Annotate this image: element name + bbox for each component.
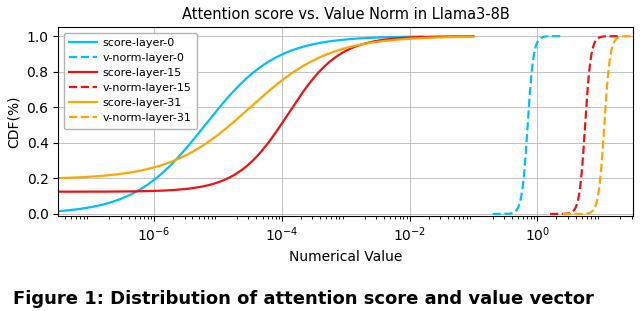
- v-norm-layer-0: [531, 47, 539, 50]
- v-norm-layer-31: [559, 212, 566, 216]
- v-norm-layer-15: [546, 212, 554, 216]
- v-norm-layer-0: [549, 34, 557, 38]
- score-layer-31: [470, 35, 477, 39]
- v-norm-layer-31: [605, 61, 613, 65]
- v-norm-layer-0: [534, 40, 541, 44]
- Title: Attention score vs. Value Norm in Llama3-8B: Attention score vs. Value Norm in Llama3…: [182, 7, 509, 22]
- score-layer-15: [403, 36, 411, 39]
- v-norm-layer-31: [608, 48, 616, 51]
- Line: v-norm-layer-0: v-norm-layer-0: [493, 36, 563, 214]
- score-layer-0: [263, 61, 271, 64]
- score-layer-31: [269, 86, 276, 90]
- Line: score-layer-0: score-layer-0: [0, 37, 422, 214]
- score-layer-31: [296, 66, 303, 70]
- score-layer-15: [20, 190, 28, 194]
- v-norm-layer-31: [564, 212, 572, 216]
- Legend: score-layer-0, v-norm-layer-0, score-layer-15, v-norm-layer-15, score-layer-31, : score-layer-0, v-norm-layer-0, score-lay…: [64, 33, 197, 129]
- score-layer-31: [282, 76, 289, 80]
- v-norm-layer-15: [591, 40, 598, 44]
- score-layer-0: [359, 36, 367, 40]
- v-norm-layer-15: [550, 212, 558, 216]
- Line: v-norm-layer-15: v-norm-layer-15: [550, 36, 620, 214]
- v-norm-layer-0: [493, 212, 500, 216]
- score-layer-31: [354, 43, 362, 47]
- score-layer-0: [315, 41, 323, 45]
- v-norm-layer-31: [636, 34, 640, 38]
- score-layer-15: [296, 95, 303, 99]
- v-norm-layer-15: [600, 35, 607, 38]
- score-layer-0: [17, 211, 24, 215]
- v-norm-layer-15: [589, 47, 596, 50]
- score-layer-0: [250, 70, 258, 74]
- v-norm-layer-15: [607, 34, 614, 38]
- X-axis label: Numerical Value: Numerical Value: [289, 250, 403, 264]
- v-norm-layer-15: [587, 56, 595, 60]
- score-layer-31: [403, 37, 411, 41]
- Line: v-norm-layer-31: v-norm-layer-31: [563, 36, 639, 214]
- v-norm-layer-0: [542, 35, 550, 38]
- Text: Figure 1: Distribution of attention score and value vector: Figure 1: Distribution of attention scor…: [13, 290, 594, 308]
- v-norm-layer-0: [559, 34, 566, 38]
- score-layer-0: [239, 80, 246, 84]
- v-norm-layer-15: [616, 34, 624, 38]
- score-layer-15: [354, 44, 362, 48]
- Line: score-layer-15: score-layer-15: [0, 36, 474, 192]
- score-layer-15: [470, 35, 477, 38]
- score-layer-0: [419, 35, 426, 39]
- v-norm-layer-0: [529, 56, 537, 60]
- score-layer-31: [20, 177, 28, 181]
- score-layer-15: [269, 135, 276, 139]
- Y-axis label: CDF(%): CDF(%): [7, 95, 21, 148]
- v-norm-layer-31: [617, 35, 625, 39]
- v-norm-layer-0: [489, 212, 497, 216]
- v-norm-layer-31: [625, 34, 632, 38]
- score-layer-15: [282, 117, 289, 120]
- Line: score-layer-31: score-layer-31: [0, 37, 474, 179]
- v-norm-layer-31: [604, 81, 611, 85]
